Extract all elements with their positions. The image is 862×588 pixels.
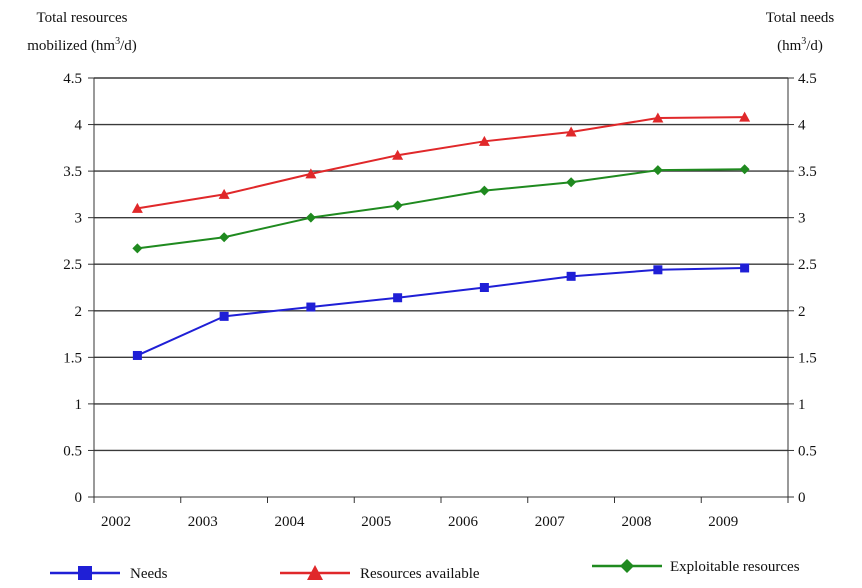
data-point-diamond [219, 232, 230, 243]
x-axis-ticks: 2002 2003 2004 2005 2006 2007 2008 2009 [101, 514, 738, 530]
data-point-triangle [131, 202, 143, 213]
y-axis-left-ticks: 0 0.5 1 1.5 2 2.5 3 3.5 4 4.5 [63, 71, 82, 506]
data-point-square [306, 302, 316, 312]
series-needs [132, 263, 750, 360]
legend-item: Needs [50, 566, 168, 582]
legend-label: Resources available [360, 566, 480, 582]
series-line [137, 168, 745, 250]
data-point-diamond [739, 164, 750, 175]
y-right-tick-label: 4.5 [798, 71, 817, 87]
x-tick-label: 2004 [275, 514, 306, 530]
y-axis-right-title-line2: (hm3/d) [777, 36, 823, 54]
y-right-tick-label: 1.5 [798, 350, 817, 366]
series-exploitable-resources [132, 164, 750, 254]
axes [88, 77, 794, 503]
legend-item: Resources available [280, 565, 480, 582]
data-point-triangle [305, 168, 317, 179]
data-point-diamond [479, 185, 490, 196]
data-point-diamond [392, 200, 403, 211]
y-left-tick-label: 1 [75, 397, 83, 413]
y-left-tick-label: 3 [75, 211, 83, 227]
y-axis-left-title-line1: Total resources [37, 10, 128, 26]
y-left-tick-label: 3.5 [63, 164, 82, 180]
y-right-tick-label: 0.5 [798, 443, 817, 459]
x-tick-label: 2002 [101, 514, 131, 530]
legend-item: Exploitable resources [592, 559, 800, 575]
data-point-square [740, 263, 750, 273]
y-right-tick-label: 3 [798, 211, 806, 227]
data-point-square [78, 566, 92, 580]
y-left-tick-label: 1.5 [63, 350, 82, 366]
y-right-tick-label: 4 [798, 118, 806, 134]
data-point-triangle [652, 112, 664, 123]
data-point-diamond [566, 177, 577, 188]
x-tick-label: 2006 [448, 514, 479, 530]
data-point-square [653, 265, 663, 275]
data-point-diamond [132, 243, 143, 254]
y-left-tick-label: 2 [75, 304, 83, 320]
y-left-tick-label: 2.5 [63, 257, 82, 273]
data-point-triangle [478, 135, 490, 146]
series-line [136, 266, 745, 357]
data-point-square [566, 271, 576, 281]
gridlines [94, 77, 788, 452]
legend-label: Exploitable resources [670, 559, 800, 575]
y-axis-left-title-line2: mobilized (hm3/d) [27, 36, 137, 54]
y-left-tick-label: 0.5 [63, 443, 82, 459]
y-right-tick-label: 1 [798, 397, 806, 413]
y-right-tick-label: 0 [798, 490, 806, 506]
x-tick-label: 2008 [622, 514, 652, 530]
x-tick-label: 2009 [708, 514, 738, 530]
data-point-square [393, 293, 403, 303]
data-point-diamond [620, 559, 634, 573]
y-right-tick-label: 3.5 [798, 164, 817, 180]
data-point-diamond [652, 165, 663, 176]
legend: Needs Resources available Exploitable reso… [50, 559, 800, 582]
y-axis-right-ticks: 0 0.5 1 1.5 2 2.5 3 3.5 4 4.5 [798, 71, 817, 506]
series-resources-available [131, 111, 751, 213]
series-line [137, 116, 745, 210]
x-tick-label: 2003 [188, 514, 218, 530]
y-left-tick-label: 0 [75, 490, 83, 506]
x-tick-label: 2005 [361, 514, 391, 530]
data-point-square [219, 311, 229, 321]
data-point-triangle [565, 126, 577, 137]
data-point-triangle [739, 111, 751, 122]
y-left-tick-label: 4.5 [63, 71, 82, 87]
legend-label: Needs [130, 566, 168, 582]
data-point-square [479, 283, 489, 292]
data-point-triangle [307, 565, 323, 580]
y-left-tick-label: 4 [75, 118, 83, 134]
series [131, 111, 751, 360]
data-point-triangle [218, 188, 230, 199]
x-tick-label: 2007 [535, 514, 566, 530]
y-axis-right-title-line1: Total needs [766, 10, 835, 26]
y-right-tick-label: 2.5 [798, 257, 817, 273]
data-point-square [132, 350, 142, 360]
data-point-triangle [392, 149, 404, 160]
y-right-tick-label: 2 [798, 304, 806, 320]
data-point-diamond [305, 212, 316, 223]
